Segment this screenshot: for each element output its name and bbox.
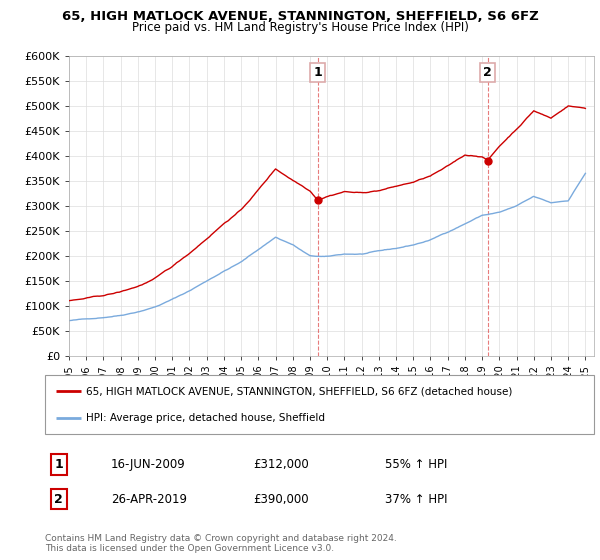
- Text: Contains HM Land Registry data © Crown copyright and database right 2024.
This d: Contains HM Land Registry data © Crown c…: [45, 534, 397, 553]
- Text: 2: 2: [483, 66, 492, 79]
- Text: 65, HIGH MATLOCK AVENUE, STANNINGTON, SHEFFIELD, S6 6FZ: 65, HIGH MATLOCK AVENUE, STANNINGTON, SH…: [62, 10, 538, 23]
- Text: 16-JUN-2009: 16-JUN-2009: [111, 458, 185, 471]
- Text: 1: 1: [55, 458, 63, 471]
- Text: Price paid vs. HM Land Registry's House Price Index (HPI): Price paid vs. HM Land Registry's House …: [131, 21, 469, 34]
- Text: 26-APR-2019: 26-APR-2019: [111, 492, 187, 506]
- Text: 65, HIGH MATLOCK AVENUE, STANNINGTON, SHEFFIELD, S6 6FZ (detached house): 65, HIGH MATLOCK AVENUE, STANNINGTON, SH…: [86, 386, 512, 396]
- Text: £312,000: £312,000: [254, 458, 310, 471]
- Text: £390,000: £390,000: [254, 492, 309, 506]
- Text: 55% ↑ HPI: 55% ↑ HPI: [385, 458, 448, 471]
- Text: 2: 2: [55, 492, 63, 506]
- Text: HPI: Average price, detached house, Sheffield: HPI: Average price, detached house, Shef…: [86, 413, 325, 423]
- Text: 1: 1: [314, 66, 322, 79]
- Text: 37% ↑ HPI: 37% ↑ HPI: [385, 492, 448, 506]
